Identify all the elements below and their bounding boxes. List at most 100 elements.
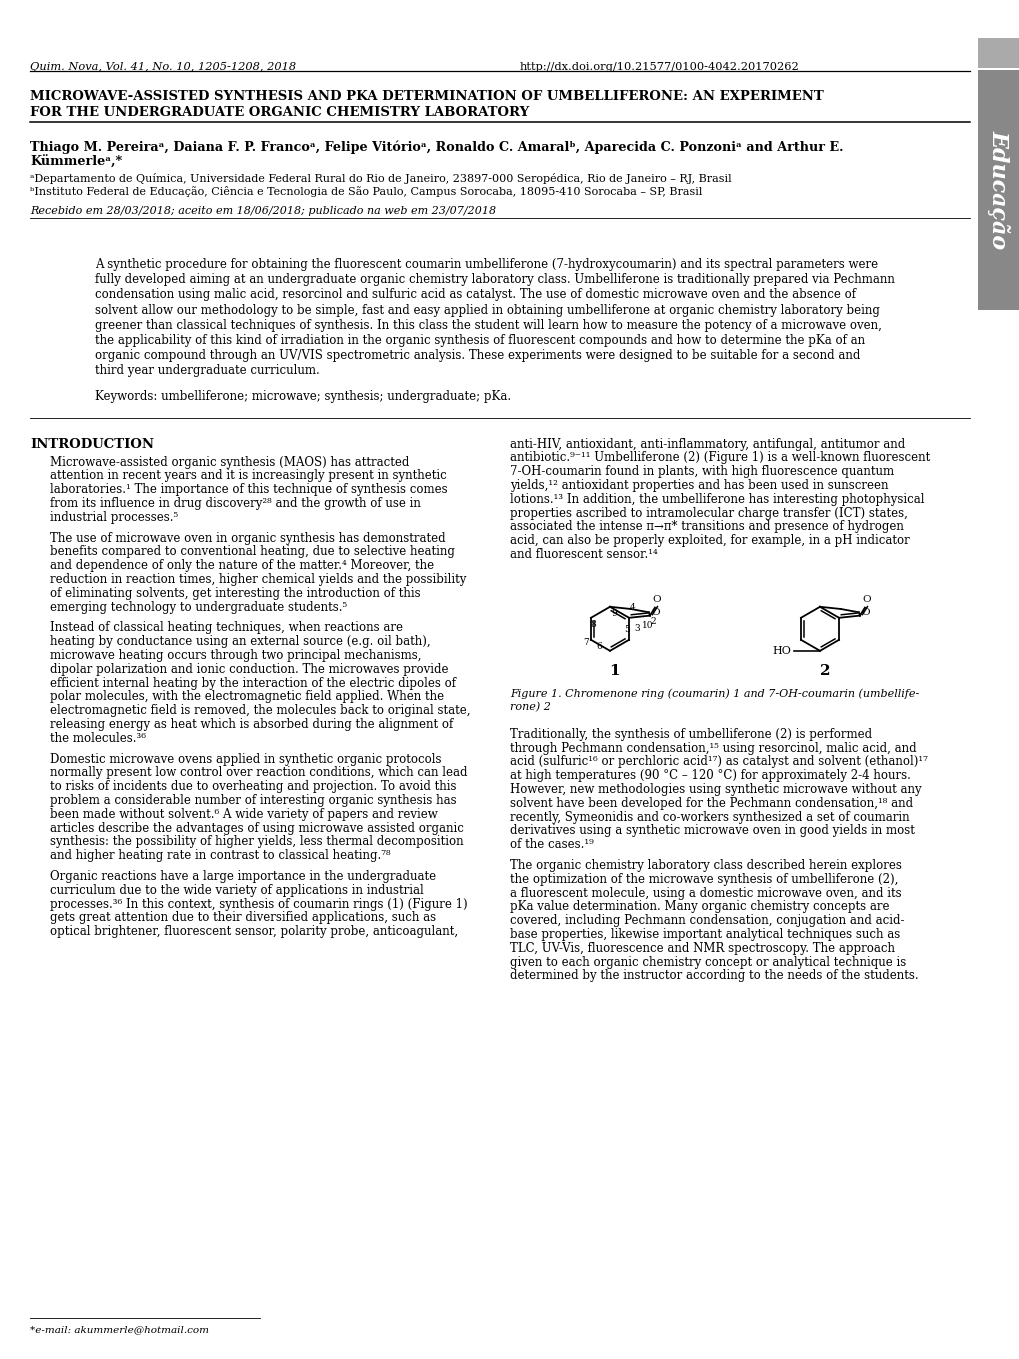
Text: The organic chemistry laboratory class described herein explores: The organic chemistry laboratory class d…: [510, 859, 901, 872]
Text: and fluorescent sensor.¹⁴: and fluorescent sensor.¹⁴: [510, 548, 657, 561]
Text: FOR THE UNDERGRADUATE ORGANIC CHEMISTRY LABORATORY: FOR THE UNDERGRADUATE ORGANIC CHEMISTRY …: [30, 106, 529, 120]
Text: of eliminating solvents, get interesting the introduction of this: of eliminating solvents, get interesting…: [50, 587, 420, 599]
Text: reduction in reaction times, higher chemical yields and the possibility: reduction in reaction times, higher chem…: [50, 573, 466, 586]
Text: Quim. Nova, Vol. 41, No. 10, 1205-1208, 2018: Quim. Nova, Vol. 41, No. 10, 1205-1208, …: [30, 63, 296, 72]
Text: Kümmerleᵃ,*: Kümmerleᵃ,*: [30, 156, 122, 169]
Text: 7: 7: [583, 637, 588, 647]
Text: polar molecules, with the electromagnetic field applied. When the: polar molecules, with the electromagneti…: [50, 690, 443, 704]
Text: Thiago M. Pereiraᵃ, Daiana F. P. Francoᵃ, Felipe Vitórioᵃ, Ronaldo C. Amaralᵇ, A: Thiago M. Pereiraᵃ, Daiana F. P. Francoᵃ…: [30, 140, 843, 154]
Text: a fluorescent molecule, using a domestic microwave oven, and its: a fluorescent molecule, using a domestic…: [510, 886, 901, 900]
Text: antibiotic.⁹⁻¹¹ Umbelliferone (2) (Figure 1) is a well-known fluorescent: antibiotic.⁹⁻¹¹ Umbelliferone (2) (Figur…: [510, 451, 929, 465]
Text: attention in recent years and it is increasingly present in synthetic: attention in recent years and it is incr…: [50, 469, 446, 482]
Text: given to each organic chemistry concept or analytical technique is: given to each organic chemistry concept …: [510, 955, 905, 969]
Text: Keywords: umbelliferone; microwave; synthesis; undergraduate; pKa.: Keywords: umbelliferone; microwave; synt…: [95, 390, 511, 402]
Bar: [977, 38, 1019, 68]
Text: dipolar polarization and ionic conduction. The microwaves provide: dipolar polarization and ionic conductio…: [50, 663, 448, 675]
Text: covered, including Pechmann condensation, conjugation and acid-: covered, including Pechmann condensation…: [510, 915, 904, 927]
Text: of the cases.¹⁹: of the cases.¹⁹: [510, 839, 593, 851]
Text: normally present low control over reaction conditions, which can lead: normally present low control over reacti…: [50, 766, 467, 780]
Text: industrial processes.⁵: industrial processes.⁵: [50, 511, 178, 523]
Text: 2: 2: [819, 663, 829, 678]
Text: MICROWAVE-ASSISTED SYNTHESIS AND PKA DETERMINATION OF UMBELLIFERONE: AN EXPERIME: MICROWAVE-ASSISTED SYNTHESIS AND PKA DET…: [30, 90, 823, 103]
Text: TLC, UV-Vis, fluorescence and NMR spectroscopy. The approach: TLC, UV-Vis, fluorescence and NMR spectr…: [510, 942, 894, 955]
Text: derivatives using a synthetic microwave oven in good yields in most: derivatives using a synthetic microwave …: [510, 825, 914, 837]
Text: at high temperatures (90 °C – 120 °C) for approximately 2-4 hours.: at high temperatures (90 °C – 120 °C) fo…: [510, 769, 910, 783]
Text: solvent have been developed for the Pechmann condensation,¹⁸ and: solvent have been developed for the Pech…: [510, 796, 912, 810]
Text: problem a considerable number of interesting organic synthesis has: problem a considerable number of interes…: [50, 794, 457, 807]
Text: emerging technology to undergraduate students.⁵: emerging technology to undergraduate stu…: [50, 601, 346, 614]
Text: 6: 6: [595, 641, 601, 651]
Text: yields,¹² antioxidant properties and has been used in sunscreen: yields,¹² antioxidant properties and has…: [510, 478, 888, 492]
Text: properties ascribed to intramolecular charge transfer (ICT) states,: properties ascribed to intramolecular ch…: [510, 507, 907, 519]
Text: However, new methodologies using synthetic microwave without any: However, new methodologies using synthet…: [510, 783, 921, 796]
Text: 8: 8: [590, 620, 595, 629]
Text: fully developed aiming at an undergraduate organic chemistry laboratory class. U: fully developed aiming at an undergradua…: [95, 273, 894, 287]
Text: benefits compared to conventional heating, due to selective heating: benefits compared to conventional heatin…: [50, 545, 454, 559]
Text: optical brightener, fluorescent sensor, polarity probe, anticoagulant,: optical brightener, fluorescent sensor, …: [50, 925, 458, 938]
Text: 9: 9: [610, 609, 616, 618]
Text: Instead of classical heating techniques, when reactions are: Instead of classical heating techniques,…: [50, 621, 403, 635]
Text: releasing energy as heat which is absorbed during the alignment of: releasing energy as heat which is absorb…: [50, 718, 452, 731]
Text: processes.³⁶ In this context, synthesis of coumarin rings (1) (Figure 1): processes.³⁶ In this context, synthesis …: [50, 897, 467, 911]
Text: 5: 5: [624, 625, 630, 633]
Text: The use of microwave oven in organic synthesis has demonstrated: The use of microwave oven in organic syn…: [50, 531, 445, 545]
Bar: [977, 71, 1019, 310]
Text: and higher heating rate in contrast to classical heating.⁷⁸: and higher heating rate in contrast to c…: [50, 849, 390, 862]
Text: associated the intense π→π* transitions and presence of hydrogen: associated the intense π→π* transitions …: [510, 520, 903, 533]
Text: laboratories.¹ The importance of this technique of synthesis comes: laboratories.¹ The importance of this te…: [50, 484, 447, 496]
Text: ᵃDepartamento de Química, Universidade Federal Rural do Rio de Janeiro, 23897-00: ᵃDepartamento de Química, Universidade F…: [30, 173, 731, 183]
Text: 2: 2: [649, 617, 655, 626]
Text: to risks of incidents due to overheating and projection. To avoid this: to risks of incidents due to overheating…: [50, 780, 457, 794]
Text: from its influence in drug discovery²⁸ and the growth of use in: from its influence in drug discovery²⁸ a…: [50, 497, 421, 510]
Text: synthesis: the possibility of higher yields, less thermal decomposition: synthesis: the possibility of higher yie…: [50, 836, 464, 848]
Text: acid, can also be properly exploited, for example, in a pH indicator: acid, can also be properly exploited, fo…: [510, 534, 909, 548]
Text: http://dx.doi.org/10.21577/0100-4042.20170262: http://dx.doi.org/10.21577/0100-4042.201…: [520, 63, 799, 72]
Text: Recebido em 28/03/2018; aceito em 18/06/2018; publicado na web em 23/07/2018: Recebido em 28/03/2018; aceito em 18/06/…: [30, 207, 495, 216]
Text: 4: 4: [630, 603, 635, 612]
Text: microwave heating occurs through two principal mechanisms,: microwave heating occurs through two pri…: [50, 650, 421, 662]
Text: Educação: Educação: [986, 130, 1010, 250]
Text: Figure 1. Chromenone ring (coumarin) 1 and 7-OH-coumarin (umbellife-: Figure 1. Chromenone ring (coumarin) 1 a…: [510, 689, 918, 700]
Text: Microwave-assisted organic synthesis (MAOS) has attracted: Microwave-assisted organic synthesis (MA…: [50, 455, 409, 469]
Text: curriculum due to the wide variety of applications in industrial: curriculum due to the wide variety of ap…: [50, 883, 423, 897]
Text: ᵇInstituto Federal de Educação, Ciência e Tecnologia de São Paulo, Campus Soroca: ᵇInstituto Federal de Educação, Ciência …: [30, 186, 702, 197]
Text: electromagnetic field is removed, the molecules back to original state,: electromagnetic field is removed, the mo…: [50, 704, 470, 718]
Text: the optimization of the microwave synthesis of umbelliferone (2),: the optimization of the microwave synthe…: [510, 872, 898, 886]
Text: pKa value determination. Many organic chemistry concepts are: pKa value determination. Many organic ch…: [510, 901, 889, 913]
Text: lotions.¹³ In addition, the umbelliferone has interesting photophysical: lotions.¹³ In addition, the umbelliferon…: [510, 493, 923, 506]
Text: 7-OH-coumarin found in plants, with high fluorescence quantum: 7-OH-coumarin found in plants, with high…: [510, 465, 894, 478]
Text: *e-mail: akummerle@hotmail.com: *e-mail: akummerle@hotmail.com: [30, 1325, 209, 1335]
Text: 3: 3: [634, 624, 639, 633]
Text: O: O: [652, 595, 660, 605]
Text: the applicability of this kind of irradiation in the organic synthesis of fluore: the applicability of this kind of irradi…: [95, 334, 864, 347]
Text: 10: 10: [642, 621, 653, 629]
Text: base properties, likewise important analytical techniques such as: base properties, likewise important anal…: [510, 928, 900, 940]
Text: O: O: [651, 607, 659, 617]
Text: O: O: [861, 607, 869, 617]
Text: organic compound through an UV/VIS spectrometric analysis. These experiments wer: organic compound through an UV/VIS spect…: [95, 349, 860, 363]
Text: greener than classical techniques of synthesis. In this class the student will l: greener than classical techniques of syn…: [95, 319, 881, 332]
Text: through Pechmann condensation,¹⁵ using resorcinol, malic acid, and: through Pechmann condensation,¹⁵ using r…: [510, 742, 916, 754]
Text: anti-HIV, antioxidant, anti-inflammatory, antifungal, antitumor and: anti-HIV, antioxidant, anti-inflammatory…: [510, 438, 905, 451]
Text: determined by the instructor according to the needs of the students.: determined by the instructor according t…: [510, 969, 918, 983]
Text: 1: 1: [609, 663, 620, 678]
Text: rone) 2: rone) 2: [510, 701, 550, 712]
Text: Traditionally, the synthesis of umbelliferone (2) is performed: Traditionally, the synthesis of umbellif…: [510, 728, 871, 741]
Text: Organic reactions have a large importance in the undergraduate: Organic reactions have a large importanc…: [50, 870, 436, 883]
Text: O: O: [862, 595, 870, 605]
Text: gets great attention due to their diversified applications, such as: gets great attention due to their divers…: [50, 912, 436, 924]
Text: heating by conductance using an external source (e.g. oil bath),: heating by conductance using an external…: [50, 635, 430, 648]
Text: Domestic microwave ovens applied in synthetic organic protocols: Domestic microwave ovens applied in synt…: [50, 753, 441, 765]
Text: recently, Symeonidis and co-workers synthesized a set of coumarin: recently, Symeonidis and co-workers synt…: [510, 810, 909, 824]
Text: A synthetic procedure for obtaining the fluorescent coumarin umbelliferone (7-hy: A synthetic procedure for obtaining the …: [95, 258, 877, 270]
Text: INTRODUCTION: INTRODUCTION: [30, 438, 154, 451]
Text: efficient internal heating by the interaction of the electric dipoles of: efficient internal heating by the intera…: [50, 677, 455, 689]
Text: the molecules.³⁶: the molecules.³⁶: [50, 731, 146, 745]
Text: acid (sulfuric¹⁶ or perchloric acid¹⁷) as catalyst and solvent (ethanol)¹⁷: acid (sulfuric¹⁶ or perchloric acid¹⁷) a…: [510, 756, 927, 768]
Text: third year undergraduate curriculum.: third year undergraduate curriculum.: [95, 364, 319, 378]
Text: been made without solvent.⁶ A wide variety of papers and review: been made without solvent.⁶ A wide varie…: [50, 807, 437, 821]
Text: solvent allow our methodology to be simple, fast and easy applied in obtaining u: solvent allow our methodology to be simp…: [95, 303, 879, 317]
Text: and dependence of only the nature of the matter.⁴ Moreover, the: and dependence of only the nature of the…: [50, 559, 434, 572]
Text: condensation using malic acid, resorcinol and sulfuric acid as catalyst. The use: condensation using malic acid, resorcino…: [95, 288, 855, 302]
Text: HO: HO: [771, 646, 791, 656]
